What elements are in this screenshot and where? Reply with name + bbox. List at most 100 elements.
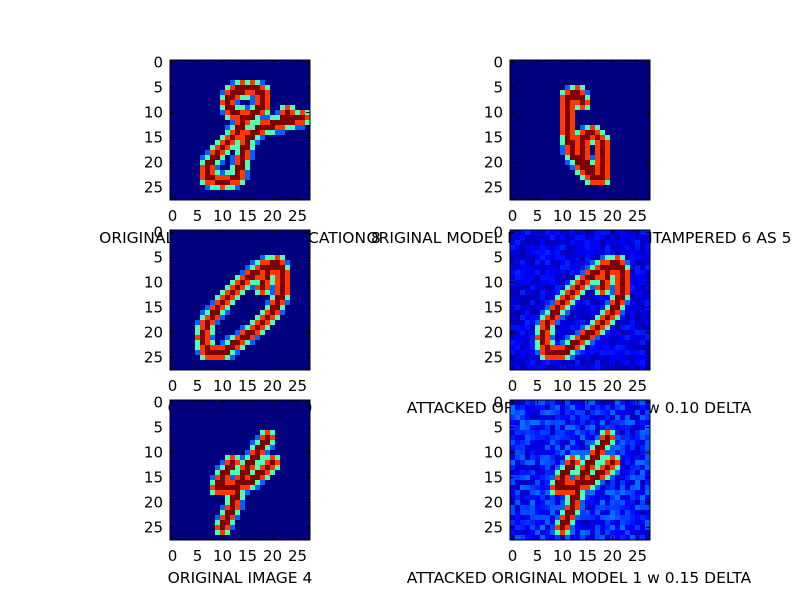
heatmap-cell [515,440,521,446]
heatmap-cell [510,190,516,196]
heatmap-cell [615,405,621,411]
heatmap-cell [215,440,221,446]
heatmap-cell [275,305,281,311]
heatmap-cell [540,180,546,186]
heatmap-cell [180,285,186,291]
heatmap-cell [295,525,301,531]
heatmap-cell [515,100,521,106]
heatmap-cell [240,245,246,251]
heatmap-cell [565,75,571,81]
heatmap-cell [290,505,296,511]
heatmap-cell [255,485,261,491]
heatmap-cell [560,180,566,186]
heatmap-cell [545,130,551,136]
heatmap-cell [285,270,291,276]
heatmap-cell [575,115,581,121]
heatmap-cell [615,85,621,91]
heatmap-cell [190,115,196,121]
heatmap-cell [295,410,301,416]
x-tick-label: 5 [533,377,543,395]
heatmap-cell [530,515,536,521]
heatmap-cell [615,160,621,166]
heatmap-cell [615,445,621,451]
heatmap-cell [210,130,216,136]
heatmap-cell [645,445,651,451]
heatmap-cell [205,190,211,196]
heatmap-cell [185,410,191,416]
heatmap-cell [305,510,311,516]
y-tick-label: 15 [484,469,503,487]
heatmap-cell [565,65,571,71]
heatmap-cell [255,350,261,356]
heatmap-cell [585,440,591,446]
heatmap-cell [630,505,636,511]
heatmap-cell [195,525,201,531]
heatmap-cell [530,530,536,536]
heatmap-cell [280,520,286,526]
heatmap-cell [575,150,581,156]
heatmap-cell [265,445,271,451]
heatmap-cell [200,255,206,261]
heatmap-cell [545,525,551,531]
heatmap-cell [300,135,306,141]
heatmap-cell [610,470,616,476]
heatmap-cell [190,335,196,341]
heatmap-cell [520,190,526,196]
heatmap-cell [225,435,231,441]
heatmap-cell [515,485,521,491]
heatmap-cell [190,530,196,536]
heatmap-cell [515,230,521,236]
heatmap-cell [175,285,181,291]
heatmap-cell [180,515,186,521]
heatmap-cell [625,495,631,501]
heatmap-cell [175,60,181,66]
heatmap-cell [540,450,546,456]
heatmap-cell [230,190,236,196]
heatmap-cell [645,150,651,156]
heatmap-cell [205,400,211,406]
heatmap-cell [240,360,246,366]
heatmap-cell [595,505,601,511]
heatmap-cell [175,360,181,366]
heatmap-cell [625,280,631,286]
heatmap-cell [560,90,566,96]
heatmap-cell [585,170,591,176]
heatmap-cell [295,180,301,186]
heatmap-cell [240,100,246,106]
heatmap-cell [245,190,251,196]
heatmap-cell [205,135,211,141]
heatmap-cell [230,135,236,141]
heatmap-cell [300,530,306,536]
heatmap-cell [215,65,221,71]
heatmap-cell [620,485,626,491]
heatmap-cell [525,360,531,366]
heatmap-cell [550,340,556,346]
heatmap-cell [265,260,271,266]
heatmap-cell [605,315,611,321]
heatmap-cell [180,195,186,201]
heatmap-cell [235,235,241,241]
heatmap-cell [555,350,561,356]
heatmap-cell [615,70,621,76]
heatmap-cell [630,490,636,496]
heatmap-cell [580,515,586,521]
heatmap-cell [640,80,646,86]
heatmap-cell [615,80,621,86]
heatmap-cell [210,140,216,146]
heatmap-cell [185,425,191,431]
heatmap-cell [290,230,296,236]
heatmap-cell [635,150,641,156]
heatmap-cell [615,60,621,66]
heatmap-cell [230,345,236,351]
heatmap-cell [260,355,266,361]
heatmap-cell [565,345,571,351]
heatmap-cell [195,130,201,136]
heatmap-cell [285,410,291,416]
heatmap-cell [510,265,516,271]
heatmap-cell [590,465,596,471]
heatmap-cell [595,110,601,116]
heatmap-cell [615,155,621,161]
heatmap-cell [275,145,281,151]
heatmap-cell [185,190,191,196]
heatmap-cell [225,490,231,496]
